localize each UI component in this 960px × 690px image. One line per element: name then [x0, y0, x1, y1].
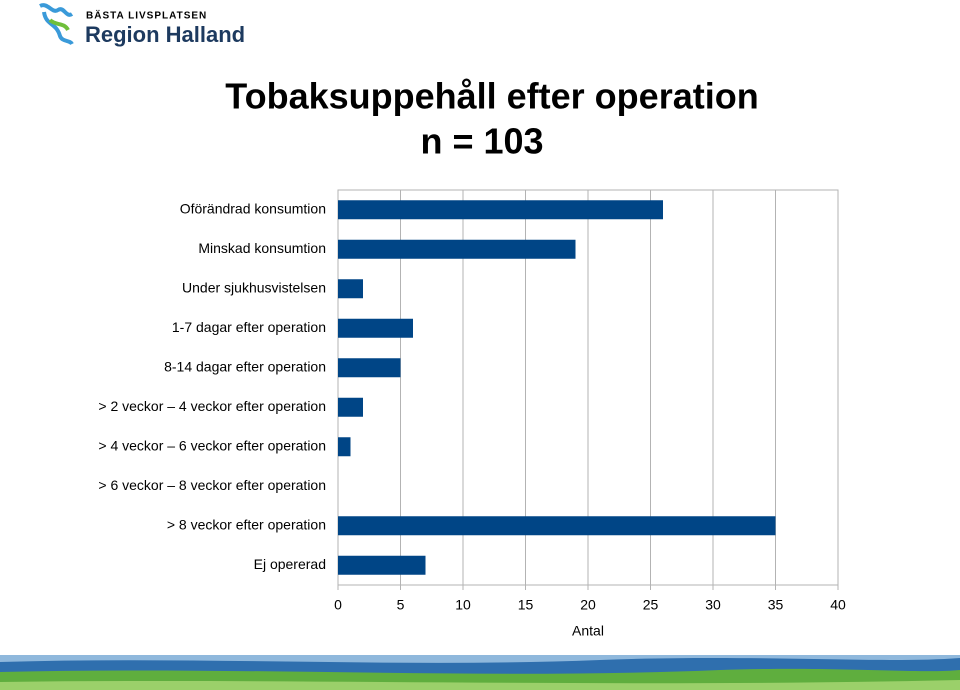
- y-tick-label: Under sjukhusvistelsen: [182, 279, 326, 295]
- footer-stripes: [0, 655, 960, 690]
- plot-border: [337, 189, 839, 586]
- stripe: [0, 680, 960, 690]
- x-axis-title: Antal: [572, 623, 604, 639]
- y-tick-label: Ej opererad: [254, 556, 326, 572]
- bar: [338, 279, 363, 299]
- x-tick-label: 15: [518, 597, 534, 613]
- bar: [338, 516, 776, 536]
- y-tick-label: 8-14 dagar efter operation: [164, 358, 326, 374]
- bar: [338, 239, 576, 259]
- x-tick-label: 5: [397, 597, 405, 613]
- logo-name: Region Halland: [85, 22, 245, 47]
- x-tick-label: 20: [580, 597, 596, 613]
- bar: [338, 318, 413, 338]
- x-tick-label: 35: [768, 597, 784, 613]
- x-tick-label: 10: [455, 597, 471, 613]
- logo-mark: [48, 18, 70, 32]
- x-tick-label: 25: [643, 597, 659, 613]
- y-tick-label: > 8 veckor efter operation: [167, 516, 326, 532]
- logo: BÄSTA LIVSPLATSEN Region Halland: [39, 3, 245, 47]
- chart-subtitle: n = 103: [420, 121, 543, 162]
- y-tick-label: Oförändrad konsumtion: [180, 200, 326, 216]
- y-tick-label: > 4 veckor – 6 veckor efter operation: [98, 437, 326, 453]
- bar: [338, 397, 363, 417]
- x-tick-label: 40: [830, 597, 846, 613]
- logo-tagline: BÄSTA LIVSPLATSEN: [86, 9, 207, 22]
- y-tick-label: 1-7 dagar efter operation: [172, 319, 326, 335]
- logo-mark: [39, 3, 74, 46]
- bar: [338, 555, 426, 575]
- x-tick-label: 30: [705, 597, 721, 613]
- x-tick-label: 0: [334, 597, 342, 613]
- bar: [338, 200, 663, 220]
- y-tick-label: > 2 veckor – 4 veckor efter operation: [98, 398, 326, 414]
- y-tick-label: > 6 veckor – 8 veckor efter operation: [98, 477, 326, 493]
- bar: [338, 437, 351, 457]
- bar: [338, 358, 401, 378]
- chart-title: Tobaksuppehåll efter operation: [225, 76, 758, 117]
- y-tick-label: Minskad konsumtion: [198, 240, 326, 256]
